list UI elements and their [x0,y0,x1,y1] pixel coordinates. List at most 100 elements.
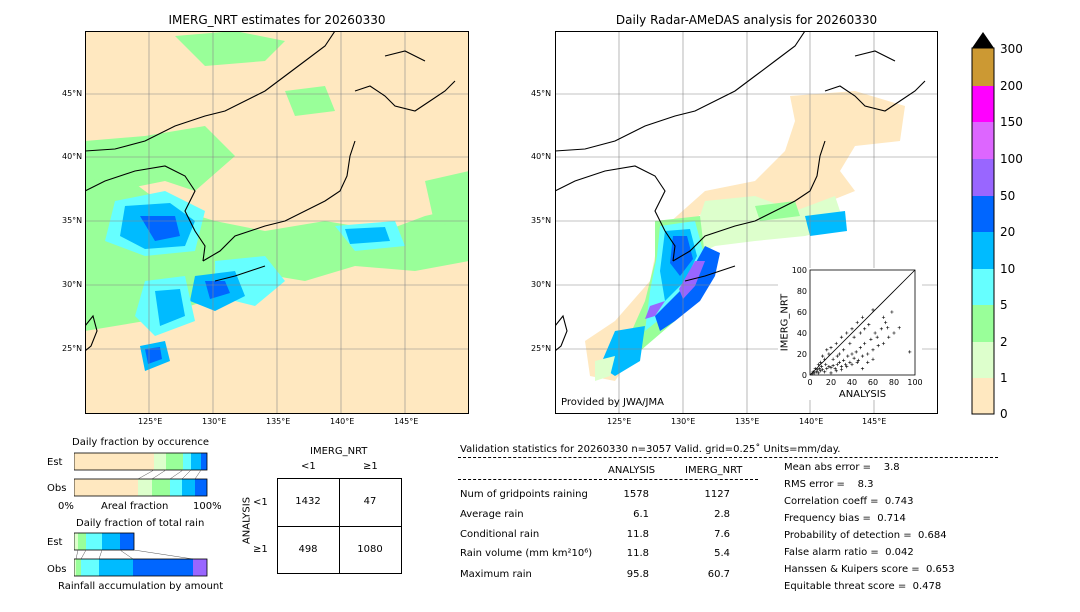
total-rain-row-label: Obs [47,564,67,575]
total-rain-est-bar [74,532,135,551]
scatter-point [881,341,886,346]
validation-col-analysis: ANALYSIS [608,465,656,476]
scatter-point [839,368,844,372]
contingency-title: IMERG_NRT [310,446,368,457]
scatter-plot: 0 20 40 60 80 100 0 20 40 60 80 100 [792,266,923,387]
scatter-point [844,362,848,367]
colorbar-tick: 10 [1000,262,1016,276]
scatter-point [886,326,890,330]
score-line: Mean abs error = 3.8 [784,462,900,473]
scatter-point [871,348,875,352]
scatter-point [867,323,871,327]
scatter-point [827,352,831,356]
scatter-point [871,308,875,312]
validation-row-label: Conditional rain [460,529,540,540]
colorbar-tick: 50 [1000,189,1016,203]
scatter-x-tick: 20 [826,378,836,387]
scatter-point [866,360,870,364]
left-map-title: IMERG_NRT estimates for 20260330 [168,13,386,27]
left-lon-label: 135°E [266,417,291,426]
scatter-point [876,344,880,348]
right-lat-label: 30°N [531,280,552,289]
scatter-point [881,315,886,319]
total-rain-title: Daily fraction of total rain [76,518,205,529]
contingency-col-label: <1 [301,461,316,472]
scatter-point [831,357,835,361]
scatter-point [852,356,856,360]
scatter-point [850,362,854,367]
occurrence-connectors [137,469,202,480]
occurrence-x-left: 0% [58,501,74,512]
right-map-title: Daily Radar-AMeDAS analysis for 20260330 [615,13,878,27]
scatter-point [860,354,865,358]
scatter-point [835,354,839,358]
total-rain-xlabel: Rainfall accumulation by amount [58,581,224,592]
scatter-point [819,365,824,369]
contingency-cell: 47 [363,496,377,507]
contingency-cell: 498 [298,544,318,555]
colorbar-tick: 300 [1000,42,1023,56]
validation-row-label: Average rain [460,509,524,520]
right-lat-label: 45°N [531,89,552,98]
scatter-point [860,367,865,371]
scatter-point [814,370,818,374]
scatter-y-tick: 60 [797,308,807,317]
score-line: Hanssen & Kuipers score = 0.653 [784,564,955,575]
validation-row-analysis: 6.1 [633,509,649,520]
scatter-point [817,367,822,371]
score-line: Equitable threat score = 0.478 [784,581,942,592]
contingency-cell: 1432 [295,496,321,507]
scatter-point [811,370,815,374]
scatter-point [858,331,862,335]
scatter-point [863,341,867,346]
right-lon-label: 130°E [671,417,696,426]
left-lat-label: 35°N [62,216,83,225]
score-line: Frequency bias = 0.714 [784,513,906,524]
scatter-point [834,341,838,346]
left-lat-label: 25°N [62,344,83,353]
validation-row-imerg: 1127 [704,489,730,500]
scatter-point [825,367,829,371]
scatter-y-tick: 100 [792,266,807,275]
contingency-cell: 1080 [357,544,383,555]
validation-row-analysis: 1578 [623,489,649,500]
scatter-point [833,367,837,371]
scatter-point [839,335,844,339]
validation-table-divider [458,479,758,480]
validation-header: Validation statistics for 20260330 n=305… [460,444,841,455]
scatter-y-tick: 80 [797,287,807,296]
validation-row-imerg: 2.8 [714,509,730,520]
scatter-point [860,315,865,319]
scatter-x-tick: 80 [889,378,899,387]
occurrence-x-right: 100% [193,501,222,512]
scatter-point [827,365,831,369]
scatter-point [845,331,849,335]
colorbar-tick: 150 [1000,115,1023,129]
scatter-point [823,357,827,361]
right-lon-label: 140°E [799,417,824,426]
left-lon-label: 140°E [330,417,355,426]
left-lat-label: 40°N [62,152,83,161]
scatter-point [829,366,833,370]
colorbar-tick: 100 [1000,152,1023,166]
scatter-point [829,371,833,375]
left-map-coastlines [85,31,456,352]
validation-row-imerg: 7.6 [714,529,730,540]
scatter-point [818,360,823,364]
scatter-point [852,335,856,339]
scatter-point [890,310,894,314]
scatter-point [875,335,879,339]
validation-row-label: Maximum rain [460,569,532,580]
left-map [85,31,469,414]
scatter-point [908,350,912,354]
scatter-point [821,368,825,372]
scatter-point [825,348,829,352]
validation-row-analysis: 11.8 [626,548,649,559]
contingency-col-label: ≥1 [363,461,378,472]
validation-row-label: Rain volume (mm km²10⁶) [460,548,593,559]
colorbar-tick: 1 [1000,371,1008,385]
scatter-point [816,371,820,375]
scatter-point [863,327,867,331]
right-lon-label: 125°E [607,417,632,426]
provider-credit: Provided by JWA/JMA [561,397,664,408]
